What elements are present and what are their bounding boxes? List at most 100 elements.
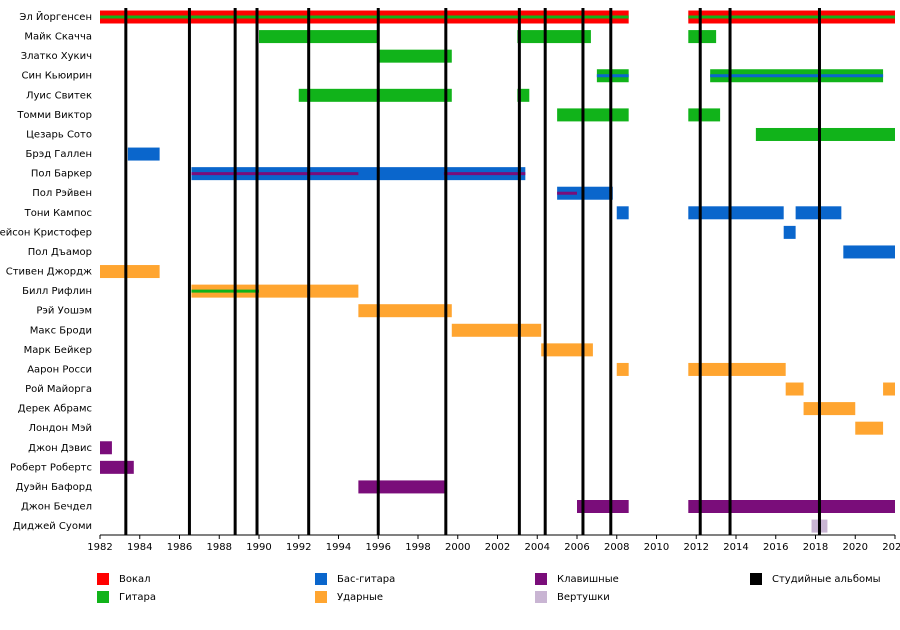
legend-label: Клавишные (557, 574, 619, 585)
x-tick-label: 2004 (525, 542, 550, 553)
x-tick-label: 2018 (803, 542, 828, 553)
member-label: Эл Йоргенсен (19, 10, 92, 23)
x-tick-label: 1988 (207, 542, 232, 553)
member-label: Джейсон Кристофер (0, 227, 92, 238)
x-tick-label: 1990 (246, 542, 271, 553)
legend-label: Вокал (119, 574, 151, 585)
role-bar (517, 30, 591, 44)
role-bar (451, 323, 542, 337)
x-tick-label: 1984 (127, 542, 152, 553)
role-stripe (191, 289, 259, 293)
role-stripe (557, 191, 577, 195)
member-label: Дерек Абрамс (18, 404, 92, 415)
legend-swatch (315, 573, 327, 585)
legend-swatch (750, 573, 762, 585)
role-stripe (688, 15, 895, 19)
role-stripe (191, 172, 359, 176)
role-bar (688, 362, 786, 376)
role-bar (688, 108, 721, 122)
role-bar (883, 382, 895, 396)
role-bar (517, 88, 530, 102)
role-stripe (100, 15, 629, 19)
role-stripe (596, 74, 629, 78)
member-label: Макс Броди (30, 325, 92, 336)
x-tick-label: 2014 (723, 542, 748, 553)
legend-swatch (97, 591, 109, 603)
role-bar (100, 441, 112, 455)
legend-label: Бас-гитара (337, 574, 395, 585)
member-label: Тони Кампос (24, 208, 92, 219)
member-label: Златко Хукич (21, 51, 92, 62)
member-label: Марк Бейкер (24, 345, 92, 356)
legend-label: Студийные альбомы (772, 574, 881, 585)
member-label: Пол Баркер (31, 169, 92, 180)
role-bar (358, 480, 446, 494)
role-stripe (443, 172, 526, 176)
role-bar (127, 147, 160, 161)
member-label: Билл Рифлин (22, 286, 92, 297)
member-label: Луис Свитек (26, 90, 92, 101)
member-label: Рой Майорга (25, 384, 92, 395)
role-bar (688, 206, 784, 220)
role-bar (191, 284, 359, 298)
x-tick-label: 1982 (87, 542, 112, 553)
legend-swatch (535, 573, 547, 585)
role-bar (259, 30, 379, 44)
x-tick-label: 2006 (564, 542, 589, 553)
role-bar (541, 343, 593, 357)
member-label: Дуэйн Бафорд (16, 482, 92, 493)
role-bar (616, 206, 629, 220)
role-bar (755, 127, 895, 141)
x-tick-label: 1994 (326, 542, 351, 553)
role-bar (855, 421, 884, 435)
member-label: Лондон Мэй (28, 423, 92, 434)
role-bar (783, 225, 796, 239)
member-label: Стивен Джордж (6, 267, 92, 278)
member-label: Роберт Робертс (10, 462, 92, 473)
legend-label: Вертушки (557, 592, 610, 603)
role-bar (616, 362, 629, 376)
role-stripe (710, 74, 884, 78)
x-tick-label: 2012 (684, 542, 709, 553)
legend-swatch (97, 573, 109, 585)
role-bar (358, 304, 452, 318)
role-bar (843, 245, 895, 259)
x-tick-label: 1996 (366, 542, 391, 553)
x-tick-label: 2008 (604, 542, 629, 553)
x-tick-label: 2000 (445, 542, 470, 553)
role-bar (688, 30, 717, 44)
member-label: Брэд Галлен (26, 149, 93, 160)
member-label: Рэй Уошэм (36, 306, 92, 317)
member-label: Джон Дэвис (28, 443, 92, 454)
legend-swatch (315, 591, 327, 603)
legend-label: Гитара (119, 592, 156, 603)
x-tick-label: 1998 (405, 542, 430, 553)
role-bar (378, 49, 452, 63)
role-bar (688, 500, 895, 513)
role-bar (577, 500, 629, 513)
legend-swatch (535, 591, 547, 603)
x-tick-label: 2002 (485, 542, 510, 553)
member-label: Майк Скачча (24, 32, 92, 43)
x-tick-label: 1992 (286, 542, 311, 553)
role-bar (557, 186, 613, 200)
role-bar (785, 382, 804, 396)
member-label: Томми Виктор (16, 110, 92, 121)
member-label: Диджей Суоми (13, 521, 92, 532)
member-label: Цезарь Сото (26, 129, 92, 140)
role-bar (100, 460, 134, 474)
legend-label: Ударные (337, 592, 383, 603)
x-tick-label: 2022 (882, 542, 900, 553)
member-label: Джон Бечдел (21, 502, 92, 513)
role-bar (803, 402, 856, 416)
member-label: Пол Дъамор (28, 247, 92, 258)
role-bar (100, 265, 160, 279)
role-bar (298, 88, 452, 102)
x-tick-label: 1986 (167, 542, 192, 553)
member-label: Пол Рэйвен (32, 188, 92, 199)
x-tick-label: 2020 (843, 542, 868, 553)
x-tick-label: 2016 (763, 542, 788, 553)
role-bar (557, 108, 629, 122)
x-tick-label: 2010 (644, 542, 669, 553)
